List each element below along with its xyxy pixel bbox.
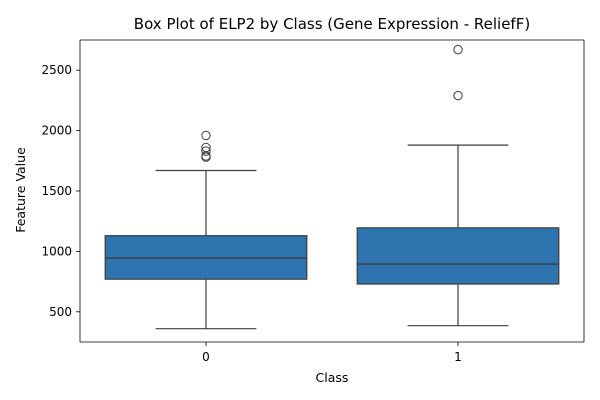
plot-area: 500 1000 1500 2000 2500 0 1 [41, 39, 585, 364]
y-axis-label: Feature Value [13, 147, 28, 233]
outlier-point [201, 146, 211, 156]
outlier-point [201, 130, 211, 141]
x-tick-label: 1 [454, 350, 462, 364]
y-tick-label: 2500 [41, 63, 72, 77]
y-tick-label: 500 [49, 305, 72, 319]
outlier-point [201, 142, 211, 153]
chart-title: Box Plot of ELP2 by Class (Gene Expressi… [134, 15, 530, 33]
y-tick-label: 1500 [41, 184, 72, 198]
outlier-point [453, 44, 463, 55]
y-tick-label: 2000 [41, 124, 72, 138]
x-axis-label: Class [316, 370, 349, 385]
x-tick-label: 0 [202, 350, 210, 364]
box-class-1 [356, 227, 560, 285]
y-tick-label: 1000 [41, 244, 72, 258]
outlier-point [453, 90, 463, 101]
